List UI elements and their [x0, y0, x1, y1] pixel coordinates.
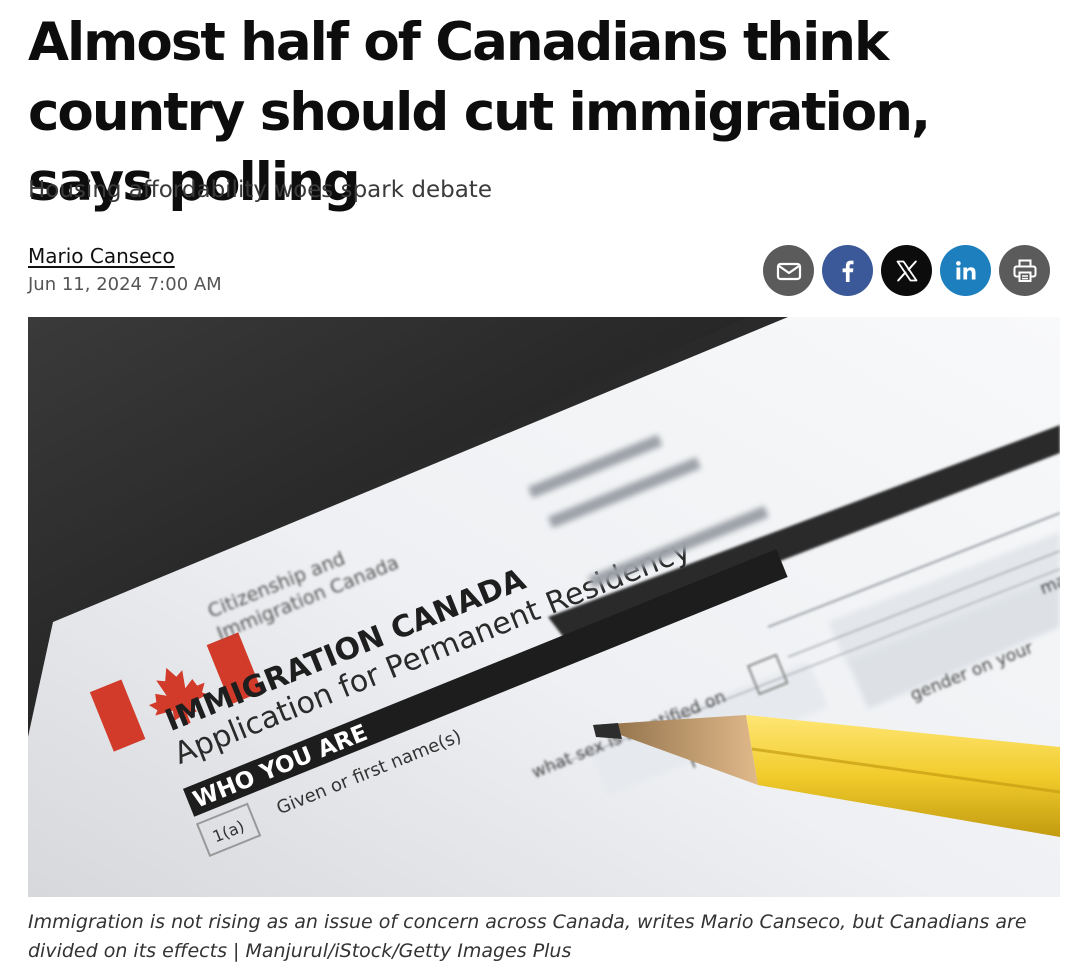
author-link[interactable]: Mario Canseco	[28, 244, 175, 268]
hero-image: Citizenship and Immigration Canada IMMIG…	[28, 317, 1060, 897]
email-icon	[776, 262, 801, 280]
linkedin-icon	[955, 260, 975, 279]
share-linkedin-button[interactable]	[940, 245, 991, 296]
share-x-button[interactable]	[881, 245, 932, 296]
pencil	[593, 715, 1060, 837]
canada-flag-logo	[89, 632, 263, 752]
x-icon	[896, 260, 917, 281]
article-deck: Housing affordability woes spark debate	[28, 177, 492, 203]
image-caption: Immigration is not rising as an issue of…	[28, 911, 1027, 962]
share-email-button[interactable]	[763, 245, 814, 296]
share-toolbar	[763, 245, 1050, 296]
form-section-bar	[182, 549, 788, 817]
share-facebook-button[interactable]	[822, 245, 873, 296]
share-print-button[interactable]	[999, 245, 1050, 296]
print-icon	[1013, 259, 1036, 282]
publish-date: Jun 11, 2024 7:00 AM	[28, 274, 222, 295]
article-headline: Almost half of Canadians think country s…	[28, 12, 931, 213]
byline: Mario Canseco Jun 11, 2024 7:00 AM	[28, 242, 222, 298]
facebook-icon	[842, 260, 853, 282]
